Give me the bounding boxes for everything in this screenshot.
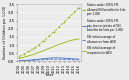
Line: SSI initial average of
recipients for ASD: SSI initial average of recipients for AS… (19, 39, 79, 58)
States under 100% FPL
pay low recipients of SSI
benefits for kids per 1,000 (38, 59, 40, 60)
States under 100% FPL
allowed SSI benefits for kids
per 1,000 (23, 54, 25, 55)
SSI initial average of
recipients for ASD (18, 58, 20, 59)
States under 100% FPL
allowed SSI benefits for kids
per 1,000 (28, 51, 30, 52)
SSI initial average of
recipients for ASD (33, 54, 35, 55)
SSI initial average of
allowances from ASD (73, 59, 75, 60)
SSI initial average of
allowances from ASD (23, 60, 25, 61)
Line: SSI initial average of
allowances from ASD: SSI initial average of allowances from A… (19, 59, 79, 61)
States under 100% FPL
allowed SSI benefits for kids
per 1,000 (68, 17, 70, 18)
Line: States under 100% FPL
allowed SSI benefits for kids
per 1,000: States under 100% FPL allowed SSI benefi… (18, 7, 80, 57)
States under 100% FPL
allowed SSI benefits for kids
per 1,000 (18, 56, 20, 57)
SSI initial average of
allowances from ASD (63, 59, 65, 60)
SSI initial average of
recipients for ASD (68, 41, 70, 42)
X-axis label: Year: Year (45, 73, 53, 77)
SSI initial average of
recipients for ASD (73, 39, 75, 40)
States under 100% FPL
pay low recipients of SSI
benefits for kids per 1,000 (58, 57, 60, 58)
States under 100% FPL
pay low recipients of SSI
benefits for kids per 1,000 (23, 60, 25, 61)
Line: States under 100% FPL
pay low recipients of SSI
benefits for kids per 1,000: States under 100% FPL pay low recipients… (19, 58, 79, 61)
States under 100% FPL
pay low recipients of SSI
benefits for kids per 1,000 (43, 58, 45, 59)
SSI initial average of
recipients for ASD (28, 55, 30, 56)
SSI initial average of
recipients for ASD (53, 46, 55, 47)
Y-axis label: Number of Children per 1,000: Number of Children per 1,000 (3, 6, 7, 59)
States under 100% FPL
allowed SSI benefits for kids
per 1,000 (43, 40, 45, 41)
SSI initial average of
allowances from ASD (33, 60, 35, 61)
States under 100% FPL
allowed SSI benefits for kids
per 1,000 (38, 44, 40, 45)
SSI initial average of
allowances from ASD (28, 60, 30, 61)
States under 100% FPL
allowed SSI benefits for kids
per 1,000 (53, 31, 55, 32)
States under 100% FPL
allowed SSI benefits for kids
per 1,000 (73, 12, 75, 13)
States under 100% FPL
allowed SSI benefits for kids
per 1,000 (48, 36, 50, 37)
States under 100% FPL
pay low recipients of SSI
benefits for kids per 1,000 (63, 58, 65, 59)
States under 100% FPL
pay low recipients of SSI
benefits for kids per 1,000 (48, 58, 50, 59)
States under 100% FPL
pay low recipients of SSI
benefits for kids per 1,000 (18, 60, 20, 61)
SSI initial average of
allowances from ASD (48, 59, 50, 60)
SSI initial average of
allowances from ASD (18, 60, 20, 61)
SSI initial average of
recipients for ASD (43, 50, 45, 51)
States under 100% FPL
pay low recipients of SSI
benefits for kids per 1,000 (73, 58, 75, 59)
SSI initial average of
recipients for ASD (23, 57, 25, 58)
SSI initial average of
recipients for ASD (63, 42, 65, 43)
SSI initial average of
allowances from ASD (53, 59, 55, 60)
SSI initial average of
recipients for ASD (78, 38, 80, 39)
States under 100% FPL
pay low recipients of SSI
benefits for kids per 1,000 (78, 59, 80, 60)
SSI initial average of
recipients for ASD (58, 44, 60, 45)
SSI initial average of
recipients for ASD (48, 48, 50, 49)
States under 100% FPL
pay low recipients of SSI
benefits for kids per 1,000 (28, 60, 30, 61)
States under 100% FPL
pay low recipients of SSI
benefits for kids per 1,000 (33, 59, 35, 60)
Legend: States under 100% FPL
allowed SSI benefits for kids
per 1,000, States under 100%: States under 100% FPL allowed SSI benefi… (82, 3, 126, 55)
States under 100% FPL
allowed SSI benefits for kids
per 1,000 (58, 27, 60, 28)
States under 100% FPL
allowed SSI benefits for kids
per 1,000 (78, 7, 80, 8)
SSI initial average of
allowances from ASD (68, 59, 70, 60)
States under 100% FPL
pay low recipients of SSI
benefits for kids per 1,000 (68, 58, 70, 59)
SSI initial average of
allowances from ASD (58, 59, 60, 60)
States under 100% FPL
allowed SSI benefits for kids
per 1,000 (33, 48, 35, 49)
States under 100% FPL
allowed SSI benefits for kids
per 1,000 (63, 22, 65, 23)
States under 100% FPL
pay low recipients of SSI
benefits for kids per 1,000 (53, 57, 55, 58)
SSI initial average of
recipients for ASD (38, 52, 40, 53)
SSI initial average of
allowances from ASD (43, 59, 45, 60)
